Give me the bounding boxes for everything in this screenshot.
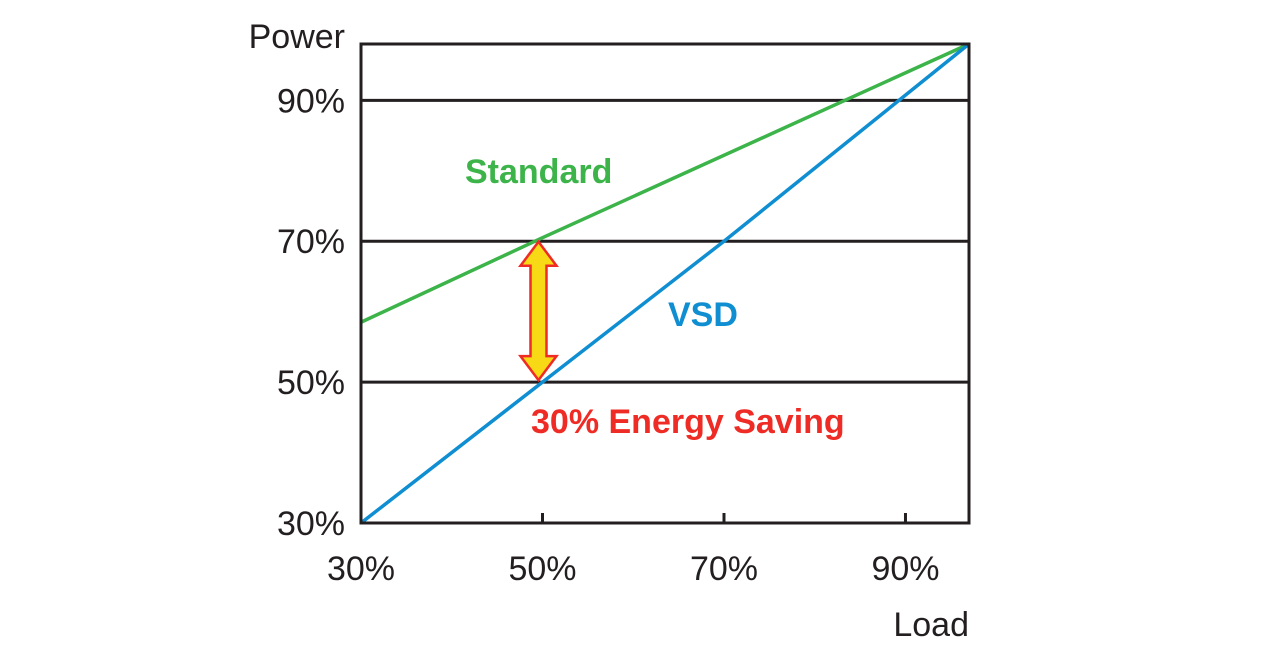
x-tick-label: 30% xyxy=(327,550,395,588)
labels: 30% 50% 70% 90% 30% 50% 70% 90% Power Load Standar… xyxy=(249,18,969,644)
y-tick-label: 70% xyxy=(277,223,345,261)
y-tick-label: 30% xyxy=(277,505,345,543)
x-tick-label: 90% xyxy=(871,550,939,588)
series-line-standard xyxy=(360,42,970,324)
series-label-vsd: VSD xyxy=(668,296,738,334)
series-line-vsd xyxy=(359,42,971,525)
series-lines xyxy=(359,42,971,525)
double-arrow-icon xyxy=(517,239,559,383)
y-tick-label: 50% xyxy=(277,364,345,402)
x-tick-label: 70% xyxy=(690,550,758,588)
series-label-standard: Standard xyxy=(465,153,612,191)
energy-saving-label: 30% Energy Saving xyxy=(531,403,845,441)
x-axis-title: Load xyxy=(893,606,969,644)
plot-frame xyxy=(359,42,971,525)
y-axis-title: Power xyxy=(249,18,345,56)
y-tick-label: 90% xyxy=(277,82,345,120)
grid-lines xyxy=(359,98,969,523)
energy-saving-arrow xyxy=(517,239,559,383)
x-tick-label: 50% xyxy=(508,550,576,588)
